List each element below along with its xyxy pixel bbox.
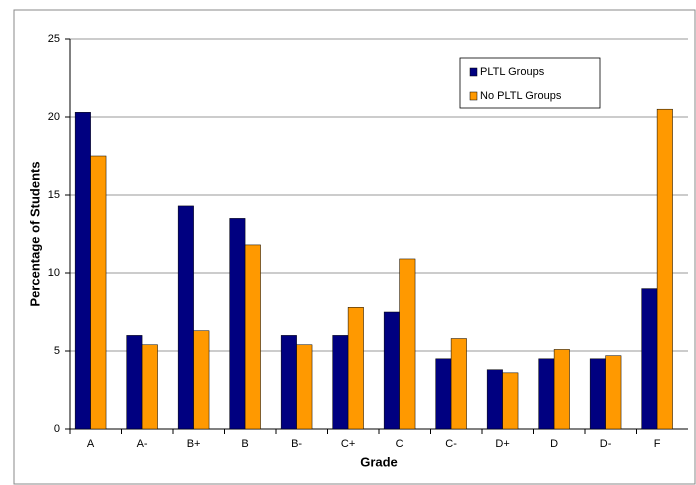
bar — [502, 372, 519, 430]
y-tick-label: 25 — [48, 33, 60, 45]
bar — [126, 335, 143, 430]
x-tick-label: C+ — [341, 438, 355, 450]
bar — [589, 358, 606, 430]
bar — [177, 205, 194, 430]
bar — [538, 358, 555, 430]
x-tick-label: D — [550, 438, 558, 450]
bar — [399, 258, 416, 430]
legend-swatch — [469, 67, 478, 77]
bar — [605, 355, 622, 430]
bar — [486, 369, 503, 430]
x-tick-label: A — [87, 438, 95, 450]
bar — [141, 344, 158, 430]
legend-box — [459, 57, 601, 109]
x-tick-label: B — [241, 438, 248, 450]
y-tick-label: 15 — [48, 189, 60, 201]
x-tick-label: D+ — [495, 438, 509, 450]
y-tick-label: 0 — [54, 423, 60, 435]
y-tick-label: 20 — [48, 111, 60, 123]
bar — [90, 155, 107, 430]
x-axis-title: Grade — [360, 454, 398, 469]
bar — [383, 311, 400, 430]
bar — [244, 244, 261, 430]
y-tick-label: 10 — [48, 267, 60, 279]
y-tick-label: 5 — [54, 345, 60, 357]
bar — [450, 338, 467, 430]
x-tick-label: C — [396, 438, 404, 450]
bar — [229, 218, 246, 430]
x-tick-label: F — [654, 438, 661, 450]
x-tick-label: C- — [445, 438, 457, 450]
x-tick-label: B+ — [187, 438, 201, 450]
legend-label: PLTL Groups — [480, 66, 545, 78]
legend-swatch — [469, 91, 478, 101]
bar — [193, 330, 210, 430]
x-tick-label: A- — [137, 438, 148, 450]
bar — [332, 335, 349, 430]
bar — [641, 288, 658, 430]
x-tick-label: B- — [291, 438, 302, 450]
bar — [296, 344, 313, 430]
bar — [435, 358, 452, 430]
bar — [656, 108, 673, 430]
y-axis-title: Percentage of Students — [27, 161, 42, 306]
bar — [347, 307, 364, 430]
x-tick-label: D- — [600, 438, 612, 450]
legend-label: No PLTL Groups — [480, 90, 562, 102]
bar — [553, 349, 570, 430]
bar — [74, 112, 91, 430]
bar — [280, 335, 297, 430]
